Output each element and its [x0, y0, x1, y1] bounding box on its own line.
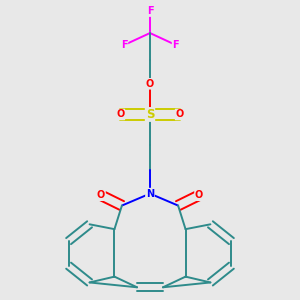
Text: O: O — [176, 110, 184, 119]
Text: O: O — [146, 79, 154, 89]
Text: N: N — [146, 189, 154, 199]
Text: O: O — [97, 190, 105, 200]
Text: O: O — [116, 110, 124, 119]
Text: F: F — [147, 6, 153, 16]
Text: S: S — [146, 108, 154, 121]
Text: F: F — [121, 40, 128, 50]
Text: O: O — [195, 190, 203, 200]
Text: F: F — [172, 40, 179, 50]
